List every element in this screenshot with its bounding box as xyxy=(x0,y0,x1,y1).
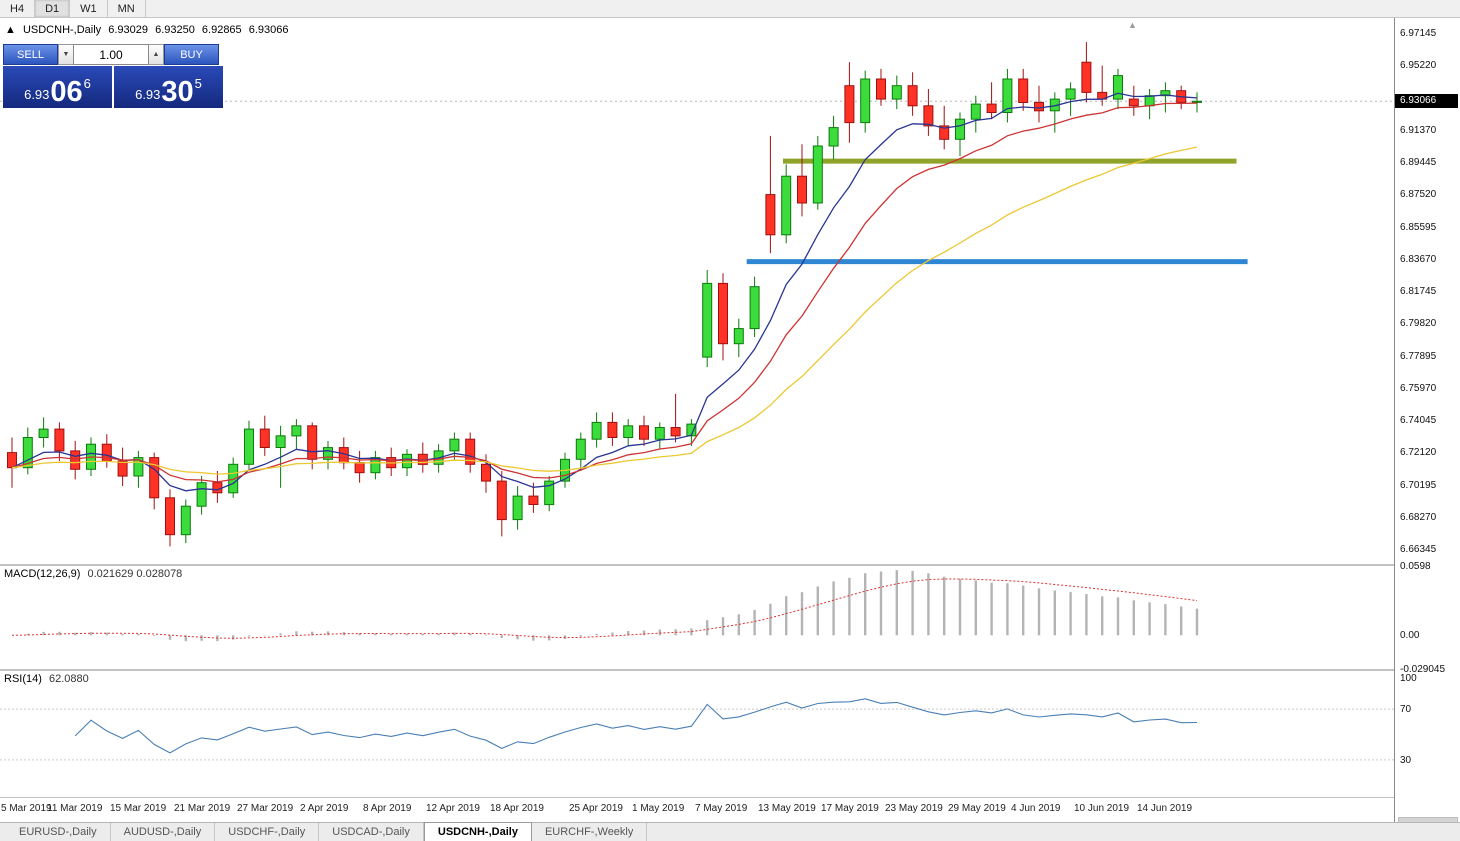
price-scale-label: 6.79820 xyxy=(1400,318,1437,329)
date-axis-label: 7 May 2019 xyxy=(695,803,748,814)
price-scale-label: 6.66345 xyxy=(1400,544,1437,555)
date-axis-label: 17 May 2019 xyxy=(821,803,879,814)
timeframe-bar: H4 D1 W1 MN xyxy=(0,0,1460,18)
date-axis-label: 14 Jun 2019 xyxy=(1137,803,1193,814)
chevron-up-icon: ▲ xyxy=(152,51,160,58)
price-scale-label: 6.75970 xyxy=(1400,383,1437,394)
date-axis-label: 15 Mar 2019 xyxy=(110,803,167,814)
candlestick-chart[interactable] xyxy=(0,18,1394,564)
price-scale-label: 6.85595 xyxy=(1400,222,1437,233)
buy-button[interactable]: BUY xyxy=(164,44,219,65)
chevron-down-icon: ▼ xyxy=(62,51,70,58)
timeframe-button-h4[interactable]: H4 xyxy=(0,0,36,17)
current-price-badge: 6.93066 xyxy=(1395,94,1458,108)
rsi-value: 62.0880 xyxy=(48,673,89,685)
date-axis-label: 13 May 2019 xyxy=(758,803,816,814)
ohlc-close: 6.93066 xyxy=(248,24,289,36)
buy-price-display[interactable]: 6.93 30 5 xyxy=(114,66,223,108)
chart-tab-usdchf-daily[interactable]: USDCHF-,Daily xyxy=(215,823,320,841)
price-scale-label: 6.72120 xyxy=(1400,447,1437,458)
date-axis-label: 21 Mar 2019 xyxy=(174,803,231,814)
date-axis-label: 2 Apr 2019 xyxy=(300,803,349,814)
pane-separator xyxy=(0,797,1460,798)
price-scale-label: 6.95220 xyxy=(1400,60,1437,71)
price-scale-label: 6.83670 xyxy=(1400,254,1437,265)
ohlc-low: 6.92865 xyxy=(201,24,242,36)
symbol-name: USDCNH-,Daily xyxy=(22,24,102,36)
chart-tab-usdcnh-daily[interactable]: USDCNH-,Daily xyxy=(423,822,532,841)
scroll-to-end-icon[interactable]: ▲ xyxy=(1128,20,1137,30)
rsi-scale-label: 70 xyxy=(1400,704,1412,715)
price-scale-label: 6.74045 xyxy=(1400,415,1437,426)
timeframe-button-mn[interactable]: MN xyxy=(108,0,146,17)
rsi-scale-label: 30 xyxy=(1400,755,1412,766)
macd-scale-label: -0.029045 xyxy=(1400,664,1446,675)
date-axis-label: 11 Mar 2019 xyxy=(47,803,103,814)
chart-tab-eurchf-weekly[interactable]: EURCHF-,Weekly xyxy=(532,823,648,841)
date-axis-label: 12 Apr 2019 xyxy=(426,803,480,814)
sell-price-prefix: 6.93 xyxy=(24,87,50,102)
rsi-indicator-pane[interactable]: RSI(14) 62.0880 xyxy=(0,671,1394,798)
chart-tab-eurusd-daily[interactable]: EURUSD-,Daily xyxy=(6,823,111,841)
price-scale-label: 6.77895 xyxy=(1400,351,1437,362)
macd-values: 0.021629 0.028078 xyxy=(87,568,183,580)
volume-input[interactable] xyxy=(73,44,149,65)
price-scale-label: 6.91370 xyxy=(1400,125,1437,136)
buy-price-prefix: 6.93 xyxy=(135,87,161,102)
volume-decrease-button[interactable]: ▼ xyxy=(58,44,73,65)
symbol-ohlc-line: ▲ USDCNH-,Daily 6.93029 6.93250 6.92865 … xyxy=(5,24,293,36)
macd-name: MACD(12,26,9) xyxy=(4,568,81,580)
sell-price-display[interactable]: 6.93 06 6 xyxy=(3,66,112,108)
ohlc-open: 6.93029 xyxy=(108,24,149,36)
chart-tab-audusd-daily[interactable]: AUDUSD-,Daily xyxy=(111,823,216,841)
pane-separator[interactable] xyxy=(0,669,1460,671)
rsi-chart[interactable] xyxy=(0,671,1394,798)
price-scale-label: 6.89445 xyxy=(1400,157,1437,168)
rsi-label: RSI(14) 62.0880 xyxy=(4,673,89,685)
date-axis-label: 29 May 2019 xyxy=(948,803,1006,814)
rsi-name: RSI(14) xyxy=(4,673,42,685)
price-scale-label: 6.70195 xyxy=(1400,480,1437,491)
sell-price-sup: 6 xyxy=(83,76,91,91)
date-axis-label: 18 Apr 2019 xyxy=(490,803,544,814)
one-click-trade-panel: SELL ▼ ▲ BUY 6.93 06 6 6.93 30 5 xyxy=(3,44,223,108)
date-axis-label: 5 Mar 2019 xyxy=(1,803,52,814)
date-axis-label: 25 Apr 2019 xyxy=(569,803,623,814)
macd-scale-label: 0.00 xyxy=(1400,630,1420,641)
chart-tab-usdcad-daily[interactable]: USDCAD-,Daily xyxy=(319,823,424,841)
macd-label: MACD(12,26,9) 0.021629 0.028078 xyxy=(4,568,182,580)
timeframe-button-w1[interactable]: W1 xyxy=(70,0,108,17)
date-axis-label: 4 Jun 2019 xyxy=(1011,803,1061,814)
symbol-arrow-icon: ▲ xyxy=(5,24,16,36)
date-axis-label: 23 May 2019 xyxy=(885,803,943,814)
price-scale-label: 6.81745 xyxy=(1400,286,1437,297)
date-axis-label: 10 Jun 2019 xyxy=(1074,803,1130,814)
buy-price-big: 30 xyxy=(161,76,194,109)
price-chart-pane[interactable]: ▲ USDCNH-,Daily 6.93029 6.93250 6.92865 … xyxy=(0,18,1394,564)
date-axis-label: 1 May 2019 xyxy=(632,803,685,814)
buy-price-sup: 5 xyxy=(194,76,202,91)
price-scale-label: 6.68270 xyxy=(1400,512,1437,523)
timeframe-button-d1[interactable]: D1 xyxy=(35,0,71,17)
ohlc-high: 6.93250 xyxy=(155,24,195,36)
chart-tabs-bar: EURUSD-,Daily AUDUSD-,Daily USDCHF-,Daily U… xyxy=(0,822,1460,841)
macd-chart[interactable] xyxy=(0,566,1394,669)
pane-separator[interactable] xyxy=(0,564,1460,566)
price-scale[interactable]: 6.93066 6.971456.952206.932956.913706.89… xyxy=(1394,18,1460,822)
date-axis-label: 8 Apr 2019 xyxy=(363,803,412,814)
price-scale-label: 6.97145 xyxy=(1400,28,1437,39)
volume-increase-button[interactable]: ▲ xyxy=(149,44,164,65)
macd-scale-label: 0.0598 xyxy=(1400,561,1431,572)
date-axis-label: 27 Mar 2019 xyxy=(237,803,294,814)
sell-price-big: 06 xyxy=(50,76,83,109)
sell-button[interactable]: SELL xyxy=(3,44,58,65)
macd-indicator-pane[interactable]: MACD(12,26,9) 0.021629 0.028078 xyxy=(0,566,1394,669)
rsi-scale-label: 100 xyxy=(1400,673,1417,684)
price-scale-label: 6.87520 xyxy=(1400,189,1437,200)
date-axis[interactable]: 5 Mar 2019 11 Mar 2019 15 Mar 2019 21 Mar 2… xyxy=(0,798,1394,822)
